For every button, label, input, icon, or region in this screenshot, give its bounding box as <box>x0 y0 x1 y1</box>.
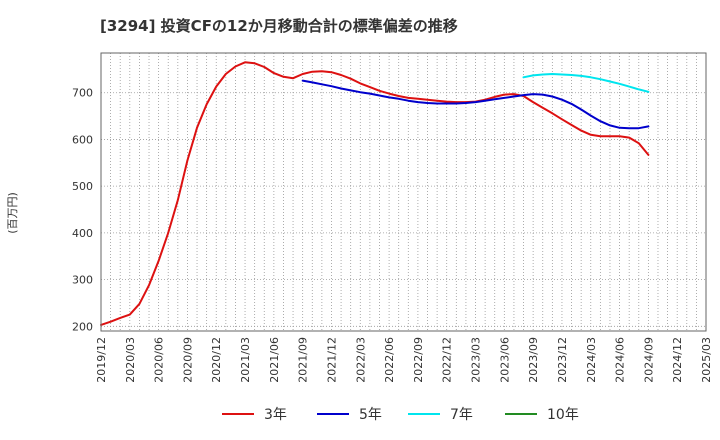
y-tick-label: 300 <box>72 274 93 287</box>
legend-label: 7年 <box>450 407 473 423</box>
y-tick-label: 400 <box>72 227 93 240</box>
x-tick-label: 2020/12 <box>210 337 223 383</box>
x-tick-label: 2022/12 <box>441 337 454 383</box>
x-tick-label: 2022/03 <box>354 337 367 383</box>
x-tick-label: 2019/12 <box>95 337 108 383</box>
series-line-7年 <box>522 73 650 93</box>
chart-title: [3294] 投資CFの12か月移動合計の標準偏差の推移 <box>100 17 458 35</box>
legend-label: 3年 <box>264 407 287 423</box>
x-tick-label: 2024/03 <box>585 337 598 383</box>
y-tick-label: 200 <box>72 320 93 333</box>
x-tick-label: 2021/09 <box>297 337 310 383</box>
x-tick-label: 2020/03 <box>124 337 137 383</box>
series-lines <box>100 61 650 326</box>
x-tick-label: 2022/09 <box>412 337 425 383</box>
y-axis-label: (百万円) <box>6 192 19 234</box>
x-tick-label: 2020/06 <box>153 337 166 383</box>
x-tick-label: 2024/12 <box>671 337 684 383</box>
x-tick-label: 2020/09 <box>181 337 194 383</box>
x-tick-label: 2023/12 <box>556 337 569 383</box>
y-tick-labels: 200 300 400 500 600 700 <box>72 87 93 334</box>
y-tick-label: 700 <box>72 87 93 100</box>
x-tick-label: 2021/12 <box>325 337 338 383</box>
x-tick-label: 2021/06 <box>268 337 281 383</box>
grid-lines <box>101 53 706 331</box>
y-tick-label: 500 <box>72 180 93 193</box>
legend-label: 10年 <box>547 407 579 423</box>
legend-label: 5年 <box>359 407 382 423</box>
x-tick-label: 2023/06 <box>498 337 511 383</box>
x-tick-label: 2021/03 <box>239 337 252 383</box>
series-line-3年 <box>100 61 650 326</box>
x-tick-label: 2024/09 <box>642 337 655 383</box>
plot-frame <box>100 52 707 332</box>
x-tick-label: 2023/09 <box>527 337 540 383</box>
x-tick-label: 2024/06 <box>614 337 627 383</box>
legend: 3年 5年 7年 10年 <box>222 407 579 423</box>
y-tick-label: 600 <box>72 133 93 146</box>
x-tick-label: 2025/03 <box>700 337 713 383</box>
x-tick-labels: 2019/12 2020/03 2020/06 2020/09 2020/12 2021/… <box>95 337 713 383</box>
x-tick-label: 2022/06 <box>383 337 396 383</box>
x-tick-label: 2023/03 <box>470 337 483 383</box>
series-line-5年 <box>301 79 650 130</box>
